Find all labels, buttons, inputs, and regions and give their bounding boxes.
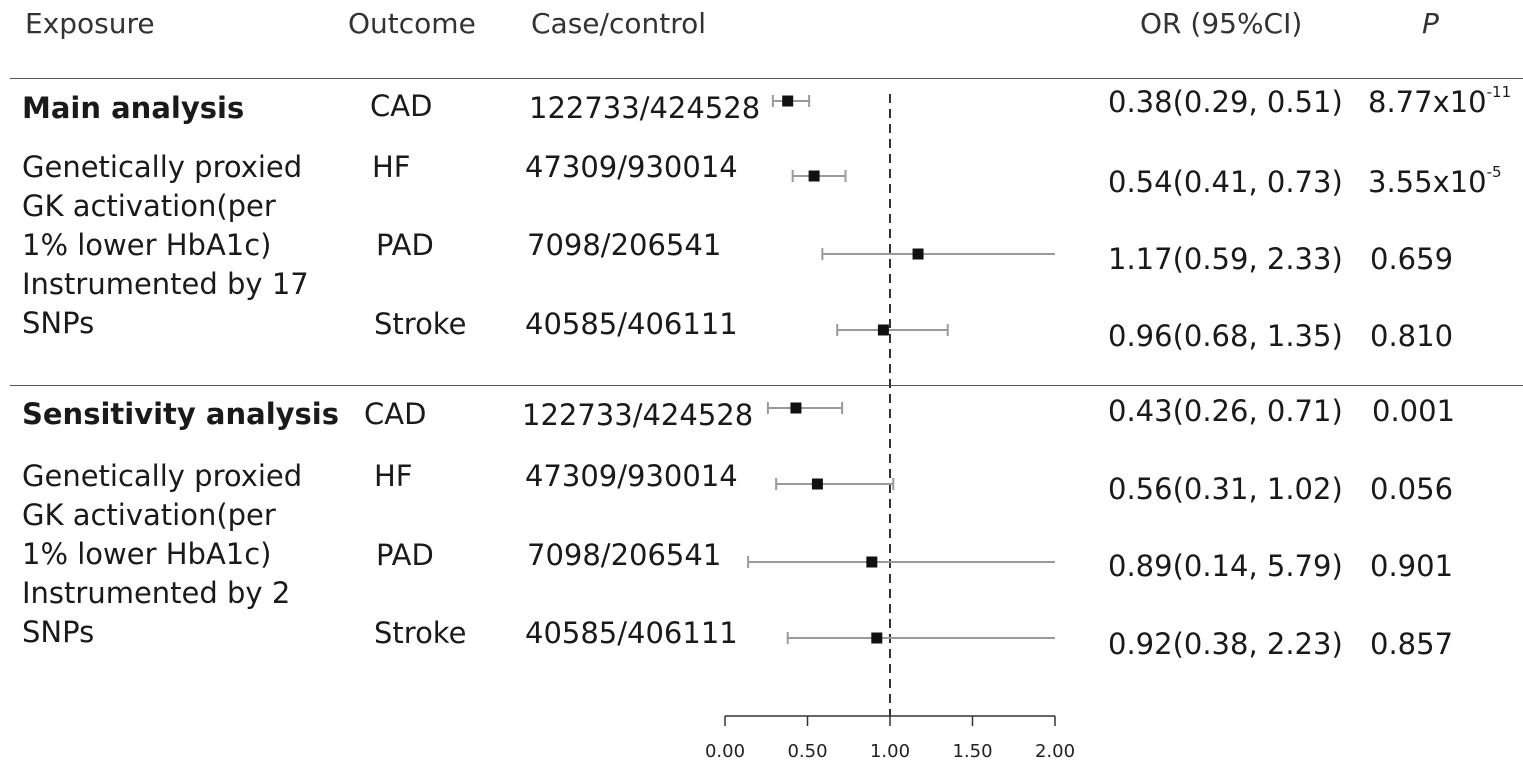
case-control-cell: 47309/930014 [525, 150, 738, 184]
or-ci-cell: 0.54(0.41, 0.73) [1108, 165, 1343, 199]
point-estimate-marker [866, 556, 878, 568]
point-estimate-marker [877, 324, 889, 336]
group-description-line: SNPs [22, 615, 95, 649]
header-exposure: Exposure [25, 7, 155, 40]
group-title-main: Main analysis [22, 91, 245, 125]
outcome-cell: HF [374, 459, 413, 493]
or-ci-cell: 1.17(0.59, 2.33) [1108, 242, 1343, 276]
outcome-cell: PAD [376, 228, 434, 262]
x-axis-tick-label: 0.00 [705, 741, 745, 761]
case-control-cell: 47309/930014 [525, 459, 738, 493]
header-or-ci: OR (95%CI) [1140, 7, 1303, 40]
p-value-cell: 0.857 [1370, 627, 1454, 661]
point-estimate-marker [811, 478, 823, 490]
group-divider [10, 385, 1523, 386]
point-estimate-marker [782, 95, 794, 107]
p-value-cell: 0.056 [1370, 472, 1454, 506]
or-ci-cell: 0.38(0.29, 0.51) [1108, 85, 1343, 119]
or-ci-cell: 0.92(0.38, 2.23) [1108, 627, 1343, 661]
p-value-cell: 3.55x10-5 [1368, 163, 1502, 199]
outcome-cell: CAD [364, 397, 427, 431]
header-p: P [1422, 7, 1439, 40]
or-ci-cell: 0.43(0.26, 0.71) [1108, 394, 1343, 428]
case-control-cell: 122733/424528 [522, 398, 754, 432]
p-value-cell: 8.77x10-11 [1368, 83, 1512, 119]
x-axis-tick-label: 1.50 [952, 741, 992, 761]
outcome-cell: CAD [370, 89, 433, 123]
group-description-line: SNPs [22, 306, 95, 340]
p-value-cell: 0.001 [1372, 394, 1456, 428]
group-description-line: GK activation(per [22, 498, 276, 532]
header-case-control: Case/control [531, 7, 707, 40]
case-control-cell: 7098/206541 [527, 538, 722, 572]
p-value-cell: 0.901 [1370, 549, 1454, 583]
point-estimate-marker [790, 402, 802, 414]
group-title-sensitivity: Sensitivity analysis [22, 397, 340, 431]
case-control-cell: 122733/424528 [529, 91, 761, 125]
or-ci-cell: 0.56(0.31, 1.02) [1108, 472, 1343, 506]
group-description-line: 1% lower HbA1c) [22, 228, 272, 262]
header-divider [10, 78, 1523, 79]
group-description-line: Instrumented by 2 [22, 576, 291, 610]
outcome-cell: HF [372, 150, 411, 184]
x-axis-tick-label: 2.00 [1035, 741, 1075, 761]
case-control-cell: 40585/406111 [525, 616, 738, 650]
case-control-cell: 40585/406111 [525, 307, 738, 341]
x-axis-tick-label: 0.50 [787, 741, 827, 761]
group-description-line: 1% lower HbA1c) [22, 537, 272, 571]
or-ci-cell: 0.89(0.14, 5.79) [1108, 549, 1343, 583]
outcome-cell: Stroke [374, 307, 467, 341]
point-estimate-marker [808, 170, 820, 182]
group-description-line: Genetically proxied [22, 459, 303, 493]
x-axis-tick-label: 1.00 [870, 741, 910, 761]
group-description-line: Genetically proxied [22, 150, 303, 184]
header-outcome: Outcome [348, 7, 476, 40]
outcome-cell: Stroke [374, 616, 467, 650]
point-estimate-marker [871, 632, 883, 644]
or-ci-cell: 0.96(0.68, 1.35) [1108, 319, 1343, 353]
point-estimate-marker [912, 248, 924, 260]
p-value-cell: 0.810 [1370, 319, 1454, 353]
group-description-line: Instrumented by 17 [22, 267, 309, 301]
p-value-cell: 0.659 [1370, 242, 1454, 276]
case-control-cell: 7098/206541 [527, 228, 722, 262]
outcome-cell: PAD [376, 538, 434, 572]
group-description-line: GK activation(per [22, 189, 276, 223]
